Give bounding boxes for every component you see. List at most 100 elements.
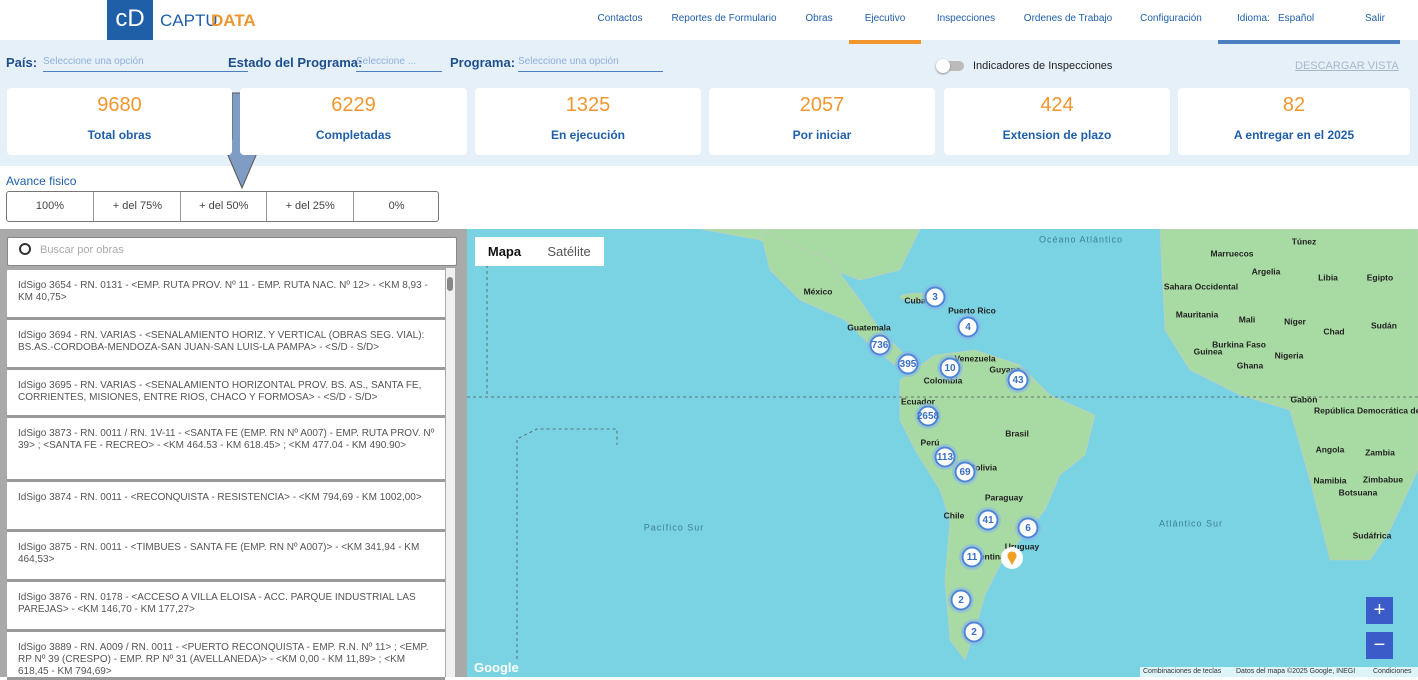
cluster xyxy=(950,589,972,611)
progress-option[interactable]: 100% xyxy=(35,200,65,212)
place-label: Chad xyxy=(1323,326,1344,336)
google-logo: Google xyxy=(474,660,519,675)
map-footer[interactable]: Condiciones xyxy=(1373,668,1412,675)
progress-title: Avance fisico xyxy=(6,174,77,188)
place-label: Egipto xyxy=(1367,272,1393,282)
stat-value: 6229 xyxy=(331,94,376,116)
map-footer-bg xyxy=(1140,667,1418,677)
cluster-count: 11 xyxy=(967,552,978,563)
work-text: IdSigo 3889 - RN. A009 / RN. 0011 - <PUE… xyxy=(18,642,429,677)
work-item[interactable] xyxy=(7,582,445,632)
map-tab[interactable]: Satélite xyxy=(534,237,604,266)
cluster xyxy=(1017,517,1039,539)
work-item[interactable] xyxy=(7,532,445,582)
place-label: Níger xyxy=(1284,316,1306,326)
nav-link[interactable]: Inspecciones xyxy=(936,13,996,24)
work-text: IdSigo 3654 - RN. 0131 - <EMP. RUTA PROV… xyxy=(18,280,428,303)
logout[interactable]: Salir xyxy=(1365,13,1386,24)
place-label: Ecuador xyxy=(901,396,936,406)
place-label: Namibia xyxy=(1313,475,1346,485)
cluster xyxy=(924,286,946,308)
stat-value: 2057 xyxy=(799,94,845,116)
nav-link[interactable]: Ejecutivo xyxy=(864,13,906,24)
filter-label: Estado del Programa: xyxy=(228,55,363,70)
stat-card xyxy=(475,88,701,155)
filter-label: País: xyxy=(6,55,38,70)
cluster xyxy=(939,357,961,379)
stat-card xyxy=(7,88,232,155)
zoom-in[interactable]: + xyxy=(1366,597,1393,624)
place-label: Sudáfrica xyxy=(1353,530,1392,540)
search-icon xyxy=(19,243,31,255)
progress-option[interactable]: + del 75% xyxy=(93,192,180,221)
place-label: Botsuana xyxy=(1339,487,1378,497)
place-label: Uruguay xyxy=(1005,541,1040,551)
progress-option[interactable]: + del 50% xyxy=(179,192,267,221)
map-tab[interactable]: Mapa xyxy=(475,237,534,266)
cluster xyxy=(963,621,985,643)
nav-link[interactable]: Reportes de Formulario xyxy=(671,13,777,24)
work-text: IdSigo 3875 - RN. 0011 - <TIMBUES - SANT… xyxy=(18,542,420,565)
cluster xyxy=(934,446,956,468)
place-label: Túnez xyxy=(1292,236,1317,246)
nav-link[interactable]: Obras xyxy=(805,13,833,24)
work-item[interactable] xyxy=(7,418,445,482)
work-text: IdSigo 3876 - RN. 0178 - <ACCESO A VILLA… xyxy=(18,592,416,615)
place-label: Colombia xyxy=(924,375,963,385)
work-item[interactable] xyxy=(7,270,445,320)
stat-value: 424 xyxy=(1040,94,1074,116)
work-text: IdSigo 3694 - RN. VARIAS - <SEÑALAMIENTO… xyxy=(18,330,425,353)
place-label: Gabón xyxy=(1291,394,1318,404)
cluster-count: 113 xyxy=(937,452,954,463)
cluster-count: 4 xyxy=(965,322,971,333)
place-label: Sahara Occidental xyxy=(1164,281,1238,291)
place-label: Mali xyxy=(1239,314,1256,324)
language-label: Idioma: xyxy=(1237,13,1270,24)
search-placeholder: Buscar por obras xyxy=(40,244,124,256)
cluster-count: 6 xyxy=(1025,523,1031,534)
place-label: Paraguay xyxy=(985,492,1024,502)
filter-select[interactable]: Seleccione ... xyxy=(356,56,442,72)
filter-select[interactable]: Seleccione una opción xyxy=(518,56,663,72)
place-label: Perú xyxy=(921,437,940,447)
place-label: Marruecos xyxy=(1211,248,1254,258)
pin xyxy=(1007,551,1017,565)
progress-box xyxy=(6,191,439,222)
cluster-count: 736 xyxy=(872,340,889,351)
nav-link[interactable]: Ordenes de Trabajo xyxy=(1023,13,1113,24)
cluster-count: 43 xyxy=(1012,375,1024,386)
search-box[interactable] xyxy=(7,237,457,266)
work-item[interactable] xyxy=(7,320,445,370)
place-label: Burkina Faso xyxy=(1212,339,1266,349)
language-select[interactable]: Español xyxy=(1278,13,1315,24)
work-item[interactable] xyxy=(7,482,445,532)
cluster-count: 69 xyxy=(959,467,971,478)
zoom-out[interactable]: − xyxy=(1366,632,1393,659)
progress-option[interactable]: 0% xyxy=(352,192,440,221)
work-text: IdSigo 3695 - RN. VARIAS - <SEÑALAMIENTO… xyxy=(18,380,422,403)
cluster-count: 2 xyxy=(958,595,964,606)
work-text: IdSigo 3873 - RN. 0011 / RN. 1V-11 - <SA… xyxy=(18,428,435,451)
cluster xyxy=(1007,369,1029,391)
place-label: Sudán xyxy=(1371,320,1397,330)
scrollbar xyxy=(446,268,455,677)
place-label: Angola xyxy=(1316,444,1345,454)
nav-link[interactable]: Contactos xyxy=(597,13,643,24)
place-label: Argelia xyxy=(1252,266,1281,276)
nav-link[interactable]: Configuración xyxy=(1140,13,1202,24)
map-footer[interactable]: Combinaciones de teclas xyxy=(1143,668,1222,675)
logo: cD xyxy=(107,0,153,40)
place-label: México xyxy=(804,286,833,296)
progress-option[interactable]: + del 25% xyxy=(266,192,353,221)
download-link[interactable]: DESCARGAR VISTA xyxy=(1295,60,1399,72)
cluster-count: 2 xyxy=(971,627,977,638)
cluster-count: 10 xyxy=(944,363,956,374)
toggle[interactable] xyxy=(938,61,964,71)
map-footer[interactable]: Datos del mapa ©2025 Google, INEGI xyxy=(1236,668,1356,675)
work-item[interactable] xyxy=(7,370,445,418)
filter-select[interactable]: Seleccione una opción xyxy=(43,56,248,72)
place-label: Libia xyxy=(1318,272,1338,282)
active-underline xyxy=(849,40,921,44)
place-label: Bolivia xyxy=(969,462,997,472)
